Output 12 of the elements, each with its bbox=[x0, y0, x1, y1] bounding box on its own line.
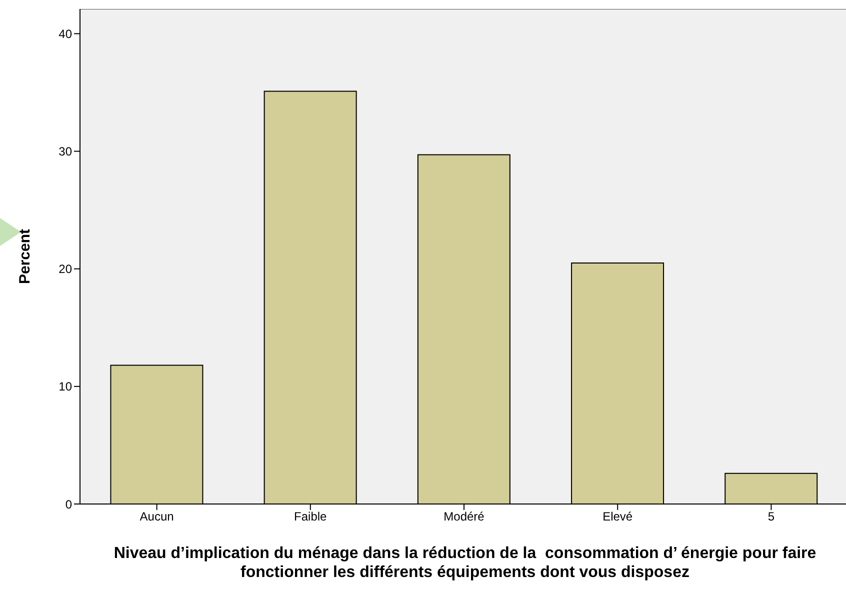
y-tick-label: 20 bbox=[58, 262, 72, 276]
x-tick-label: Modéré bbox=[444, 510, 485, 524]
y-tick-label: 40 bbox=[58, 26, 72, 41]
y-tick-label: 0 bbox=[65, 497, 72, 512]
x-axis-title: Niveau d’implication du ménage dans la réduction de la consommation d’ énergie pour faire fonctionner les différents équipements dont vous disposez bbox=[112, 544, 818, 582]
x-tick-label: 5 bbox=[768, 510, 775, 524]
x-tick-label: Aucun bbox=[140, 510, 174, 524]
y-axis-title: Percent bbox=[16, 228, 34, 284]
y-tick-label: 10 bbox=[58, 380, 72, 394]
x-tick-label: Elevé bbox=[602, 510, 633, 524]
x-tick-label: Faible bbox=[294, 510, 328, 524]
y-tick-label: 30 bbox=[58, 144, 72, 159]
